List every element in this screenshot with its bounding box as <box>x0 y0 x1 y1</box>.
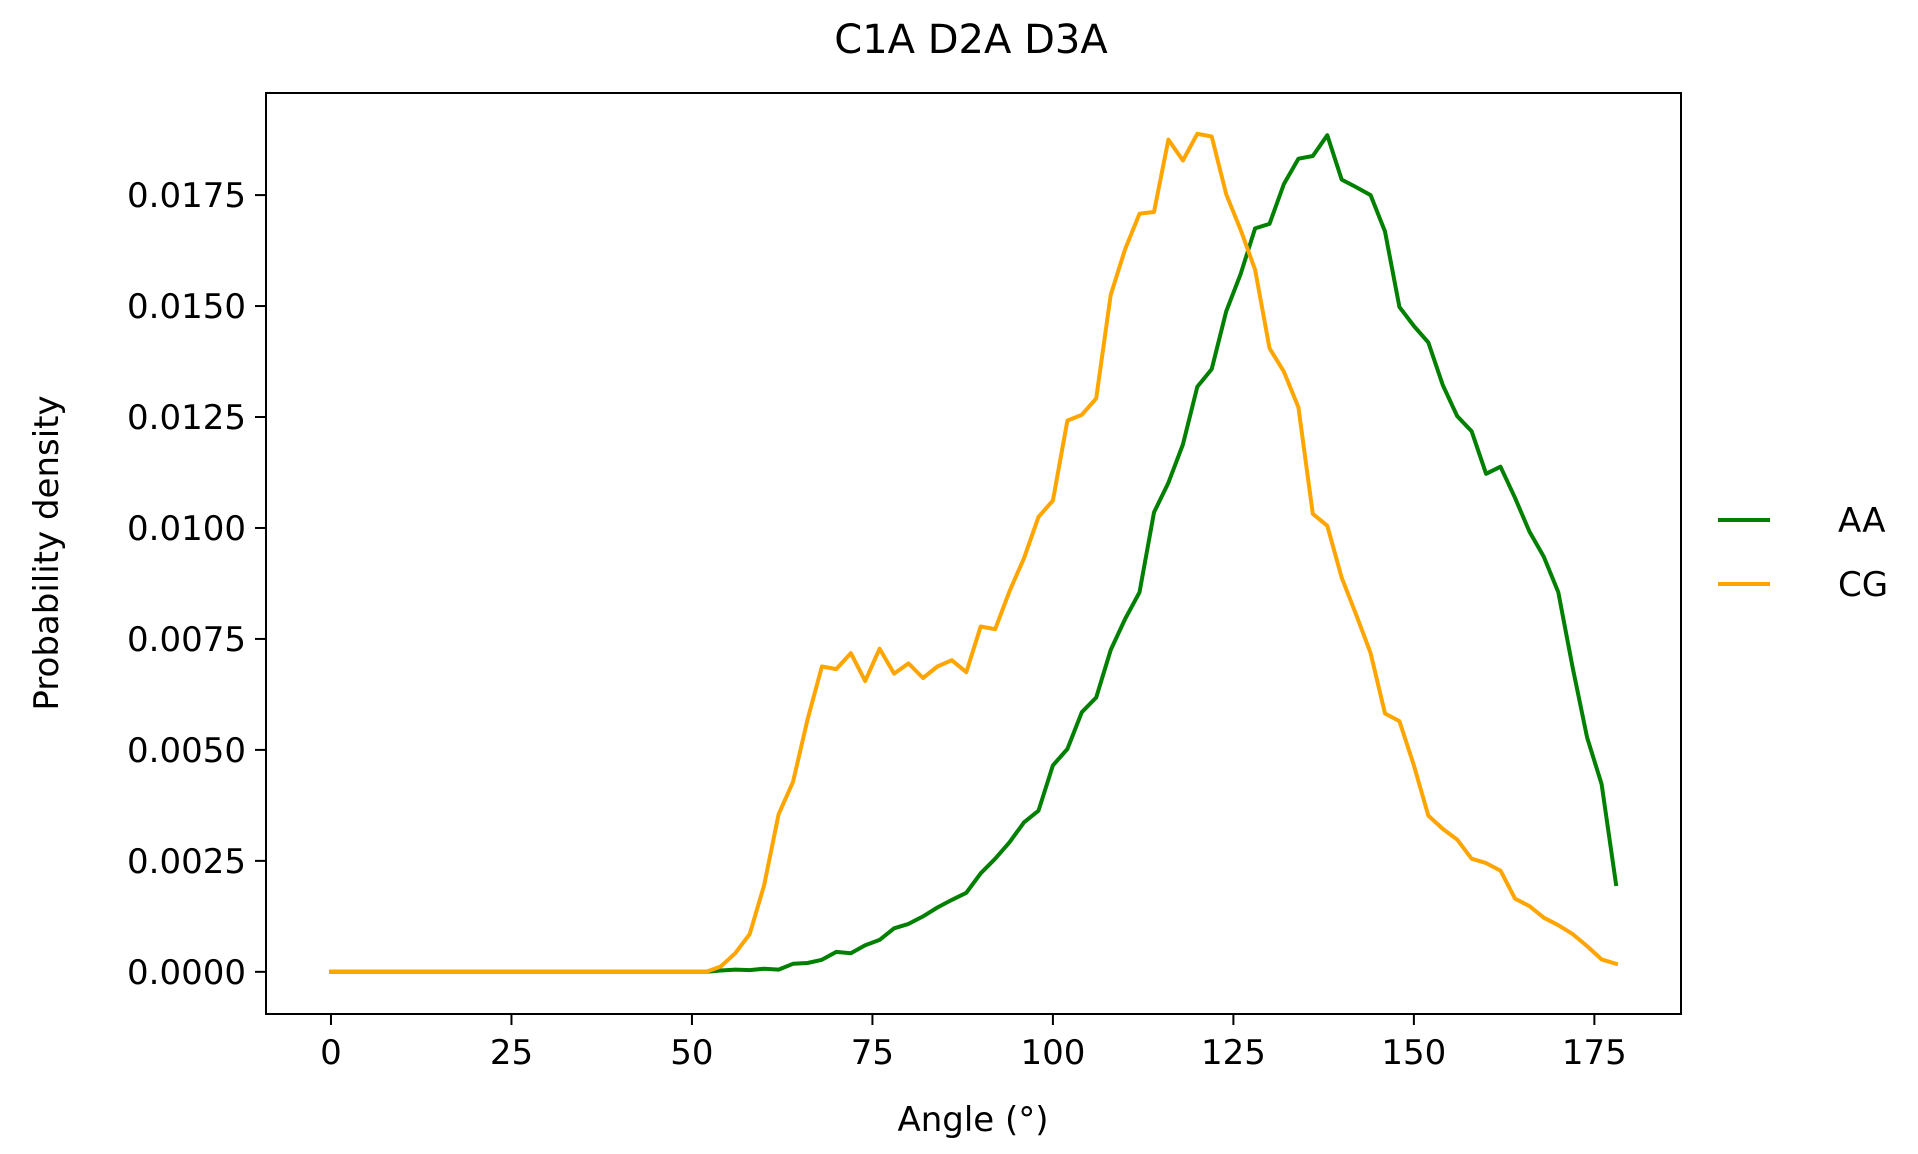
x-tick-label: 150 <box>1381 1033 1446 1073</box>
series-layer <box>329 131 1619 974</box>
y-tick-label: 0.0075 <box>127 620 246 660</box>
x-tick-label: 100 <box>1020 1033 1085 1073</box>
x-tick-label: 25 <box>490 1033 533 1073</box>
x-tick-label: 50 <box>670 1033 713 1073</box>
x-tick-label: 175 <box>1562 1033 1627 1073</box>
x-tick-label: 125 <box>1201 1033 1266 1073</box>
y-axis: 0.0000 0.0025 0.0050 0.0075 0.0100 0.0125 0.01… <box>127 176 266 993</box>
y-tick-label: 0.0025 <box>127 842 246 882</box>
y-tick-label: 0.0100 <box>127 509 246 549</box>
legend: AA CG <box>1718 501 1888 605</box>
y-tick-label: 0.0050 <box>127 731 246 771</box>
x-tick-label: 75 <box>851 1033 894 1073</box>
legend-label-aa: AA <box>1838 501 1885 541</box>
x-tick-label: 0 <box>320 1033 342 1073</box>
x-axis: 0 25 50 75 100 125 150 175 <box>320 1014 1627 1073</box>
y-axis-label: Probability density <box>27 395 67 710</box>
series-line-cg <box>329 131 1619 974</box>
y-tick-label: 0.0150 <box>127 287 246 327</box>
legend-label-cg: CG <box>1838 565 1888 605</box>
y-tick-label: 0.0000 <box>127 953 246 993</box>
y-tick-label: 0.0175 <box>127 176 246 216</box>
plot-frame <box>265 92 1682 1015</box>
y-tick-label: 0.0125 <box>127 398 246 438</box>
plot-area <box>265 92 1682 1015</box>
chart-title: C1A D2A D3A <box>834 17 1108 63</box>
x-axis-label: Angle (°) <box>897 1100 1048 1140</box>
